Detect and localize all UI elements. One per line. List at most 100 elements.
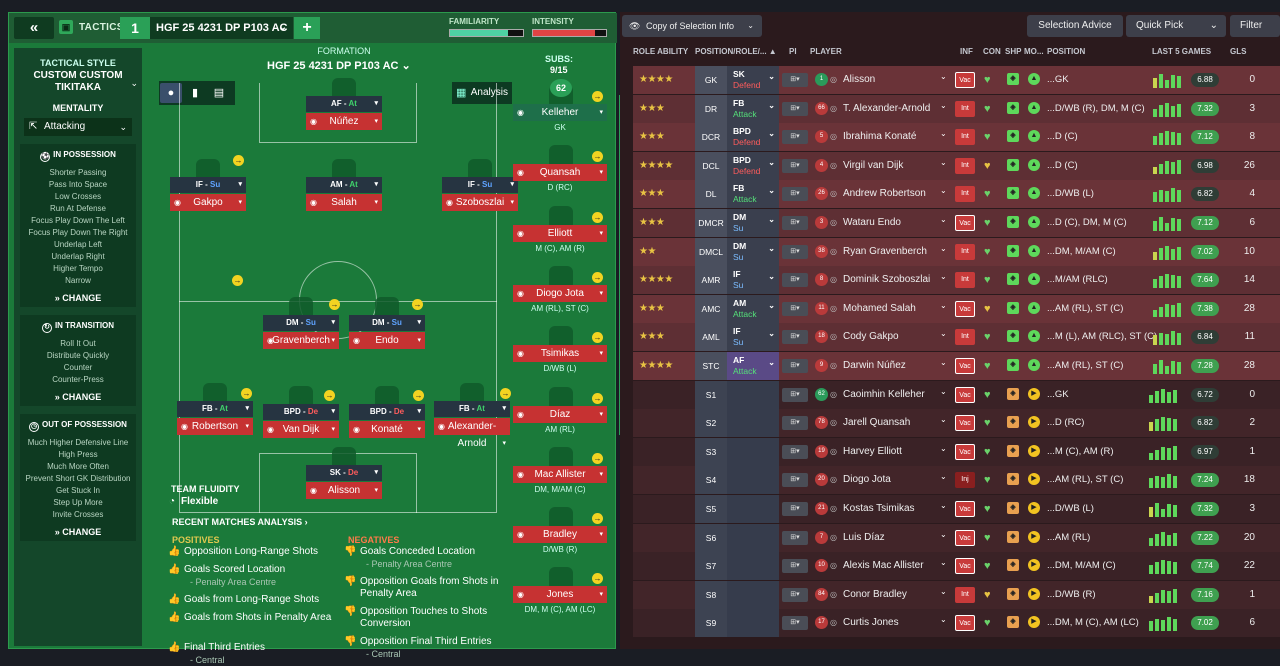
player-view-icon[interactable]: ● <box>160 83 182 103</box>
role-duty-cell[interactable]: DM Su ⌄ <box>727 209 779 237</box>
sub-name-plate[interactable]: ◉ Diogo Jota ▾ <box>513 284 607 302</box>
table-row[interactable]: ★★★★ AMR IF Su ⌄ ⊞▾ 8 ◎ Dominik Szoboszlai ⌄ Int ♥ ◈… <box>633 266 1280 295</box>
role-duty-cell[interactable]: IF Su ⌄ <box>727 323 779 352</box>
mentality-select[interactable]: ⇱ Attacking ⌄ <box>24 118 132 136</box>
col-player[interactable]: PLAYER <box>810 47 842 56</box>
role-duty-cell[interactable]: SK Defend ⌄ <box>727 66 779 94</box>
col-position-role[interactable]: POSITION/ROLE/... ▲ <box>695 47 777 56</box>
col-role-ability[interactable]: ROLE ABILITY <box>633 47 689 56</box>
sub-name-plate[interactable]: ◉ Jones ▾ <box>513 586 607 604</box>
role-duty-cell[interactable] <box>727 409 779 438</box>
pitch-player[interactable]: SK - De ▾ ◉ Alisson ▾ <box>306 447 382 501</box>
sub-player[interactable]: ◉ Diogo Jota ▾ AM (RL), ST (C) → <box>511 265 609 320</box>
player-role[interactable]: IF - Su ▾ <box>442 177 518 193</box>
table-row[interactable]: ★★★ DR FB Attack ⌄ ⊞▾ 66 ◎ T. Alexander-Arnold ⌄ I… <box>633 94 1280 123</box>
player-instructions-icon[interactable]: ⊞▾ <box>782 359 808 373</box>
change-in-possession-button[interactable]: » CHANGE <box>54 293 102 303</box>
role-duty-cell[interactable] <box>727 523 779 552</box>
player-role[interactable]: SK - De ▾ <box>306 465 382 481</box>
role-duty-cell[interactable] <box>727 609 779 638</box>
player-name[interactable]: Diogo Jota <box>843 474 891 486</box>
sub-name-plate[interactable]: ◉ Quansah ▾ <box>513 164 607 182</box>
table-row[interactable]: S5 ⊞▾ 21 ◎ Kostas Tsimikas ⌄ Vac ♥ ◈ ▶ ...D/WB (L)… <box>633 495 1280 523</box>
tactical-style-name[interactable]: CUSTOM CUSTOM TIKITAKA <box>33 70 123 93</box>
table-row[interactable]: ★★★ AML IF Su ⌄ ⊞▾ 18 ◎ Cody Gakpo ⌄ Int ♥ ◈ ▲ ...M (L… <box>633 323 1280 352</box>
sub-name-plate[interactable]: ◉ Tsimikas ▾ <box>513 345 607 363</box>
player-name-plate[interactable]: ◉ Endo ▾ <box>349 332 425 349</box>
player-name[interactable]: Darwin Núñez <box>843 360 906 371</box>
player-name-plate[interactable]: ◉ Gravenberch ▾ <box>263 332 339 349</box>
col-last5[interactable]: LAST 5 GAMES <box>1152 47 1212 56</box>
player-role[interactable]: BPD - De ▾ <box>349 404 425 420</box>
table-row[interactable]: ★★★ AMC AM Attack ⌄ ⊞▾ 11 ◎ Mohamed Salah ⌄ Vac ♥ ◈ ▲… <box>633 294 1280 323</box>
table-row[interactable]: ★★★ DL FB Attack ⌄ ⊞▾ 26 ◎ Andrew Robertson ⌄ Int ♥… <box>633 180 1280 209</box>
pitch-player[interactable]: DM - Su ▾ ◉ Endo ▾ <box>349 297 425 351</box>
sub-player[interactable]: ◉ Bradley ▾ D/WB (R) → <box>511 507 609 561</box>
sub-player[interactable]: ◉ Quansah ▾ D (RC) → <box>511 145 609 199</box>
player-role[interactable]: BPD - De ▾ <box>263 404 339 420</box>
col-inf[interactable]: INF <box>960 47 973 56</box>
player-name-plate[interactable]: ◉ Robertson ▾ <box>177 418 253 435</box>
table-row[interactable]: ★★★★ STC AF Attack ⌄ ⊞▾ 9 ◎ Darwin Núñez ⌄ Vac ♥ ◈ ▲.… <box>633 352 1280 380</box>
player-name[interactable]: Luis Díaz <box>843 531 885 543</box>
role-duty-cell[interactable] <box>727 380 779 409</box>
player-role[interactable]: IF - Su ▾ <box>170 177 246 193</box>
table-row[interactable]: ★★★★ DCL BPD Defend ⌄ ⊞▾ 4 ◎ Virgil van Dijk ⌄ Int… <box>633 151 1280 180</box>
player-name[interactable]: Jarell Quansah <box>843 417 911 429</box>
player-instructions-icon[interactable]: ⊞▾ <box>782 473 808 488</box>
sub-name-plate[interactable]: ◉ Bradley ▾ <box>513 526 607 544</box>
sub-name-plate[interactable]: ◉ Mac Allister ▾ <box>513 465 607 483</box>
analysis-button[interactable]: Analysis <box>452 82 512 104</box>
player-name-plate[interactable]: ◉ Salah ▾ <box>306 194 382 211</box>
col-shp[interactable]: SHP <box>1005 47 1022 56</box>
player-instructions-icon[interactable]: ⊞▾ <box>782 158 808 173</box>
player-instructions-icon[interactable]: ⊞▾ <box>782 101 808 116</box>
sub-name-plate[interactable]: ◉ Elliott ▾ <box>513 224 607 242</box>
pitch-player[interactable]: IF - Su ▾ ◉ Szoboszlai ▾ <box>442 159 518 213</box>
add-tactic-button[interactable]: + <box>294 17 320 39</box>
player-name[interactable]: Caoimhin Kelleher <box>843 388 925 400</box>
table-row[interactable]: S8 ⊞▾ 84 ◎ Conor Bradley ⌄ Int ♥ ◈ ▶ ...D/WB (R) 7.… <box>633 580 1280 609</box>
player-role[interactable]: DM - Su ▾ <box>263 315 339 331</box>
player-role[interactable]: FB - At ▾ <box>177 401 253 417</box>
role-duty-cell[interactable] <box>727 580 779 609</box>
player-instructions-icon[interactable]: ⊞▾ <box>782 502 808 516</box>
player-name[interactable]: Wataru Endo <box>843 217 901 228</box>
bar-chart-icon[interactable]: ▮ <box>191 87 199 99</box>
role-duty-cell[interactable] <box>727 437 779 466</box>
player-name[interactable]: Conor Bradley <box>843 588 907 600</box>
player-role[interactable]: AF - At ▾ <box>306 96 382 112</box>
player-instructions-icon[interactable]: ⊞▾ <box>782 616 808 631</box>
sub-player[interactable]: ◉ Mac Allister ▾ DM, M/AM (C) → <box>511 446 609 501</box>
sub-player[interactable]: ◉ Tsimikas ▾ D/WB (L) → <box>511 326 609 380</box>
table-row[interactable]: S3 ⊞▾ 19 ◎ Harvey Elliott ⌄ Vac ♥ ◈ ▶ ...M (C), AM… <box>633 437 1280 466</box>
role-duty-cell[interactable]: AF Attack ⌄ <box>727 352 779 380</box>
recent-matches-link[interactable]: RECENT MATCHES ANALYSIS › <box>172 517 308 527</box>
player-name[interactable]: Dominik Szoboszlai <box>843 274 931 286</box>
role-duty-cell[interactable] <box>727 466 779 495</box>
sub-player[interactable]: ◉ Díaz ▾ AM (RL) → <box>511 386 609 441</box>
player-name[interactable]: Alexis Mac Allister <box>843 560 924 572</box>
role-duty-cell[interactable]: BPD Defend ⌄ <box>727 123 779 152</box>
sub-name-plate[interactable]: ◉ Kelleher ▾ <box>513 104 607 121</box>
tactic-slot-number[interactable]: 1 <box>120 17 150 39</box>
player-name[interactable]: Alisson <box>843 74 876 85</box>
player-instructions-icon[interactable]: ⊞▾ <box>782 559 808 574</box>
player-instructions-icon[interactable]: ⊞▾ <box>782 73 808 87</box>
table-row[interactable]: S4 ⊞▾ 20 ◎ Diogo Jota ⌄ Inj ♥ ◈ ▶ ...AM (RL), ST (… <box>633 466 1280 495</box>
player-name[interactable]: Ryan Gravenberch <box>843 245 927 257</box>
back-button[interactable]: « <box>14 17 54 39</box>
col-pi[interactable]: PI <box>789 47 797 56</box>
player-instructions-icon[interactable]: ⊞▾ <box>782 444 808 459</box>
formation-selector[interactable]: HGF 25 4231 DP P103 AC ⌄ <box>267 60 411 72</box>
table-row[interactable]: S2 ⊞▾ 78 ◎ Jarell Quansah ⌄ Vac ♥ ◈ ▶ ...D (RC) 6.8… <box>633 409 1280 438</box>
player-instructions-icon[interactable]: ⊞▾ <box>782 587 808 602</box>
tactic-selector[interactable]: HGF 25 4231 DP P103 AC ⌄ <box>150 17 293 39</box>
player-name[interactable]: Andrew Robertson <box>843 188 926 200</box>
role-duty-cell[interactable] <box>727 495 779 523</box>
player-name[interactable]: Kostas Tsimikas <box>843 503 915 514</box>
player-name[interactable]: T. Alexander-Arnold <box>843 102 931 114</box>
sub-player[interactable]: ◉ Jones ▾ DM, M (C), AM (LC) → <box>511 567 609 621</box>
pitch-player[interactable]: DM - Su ▾ ◉ Gravenberch ▾ <box>263 297 339 351</box>
player-instructions-icon[interactable]: ⊞▾ <box>782 387 808 402</box>
